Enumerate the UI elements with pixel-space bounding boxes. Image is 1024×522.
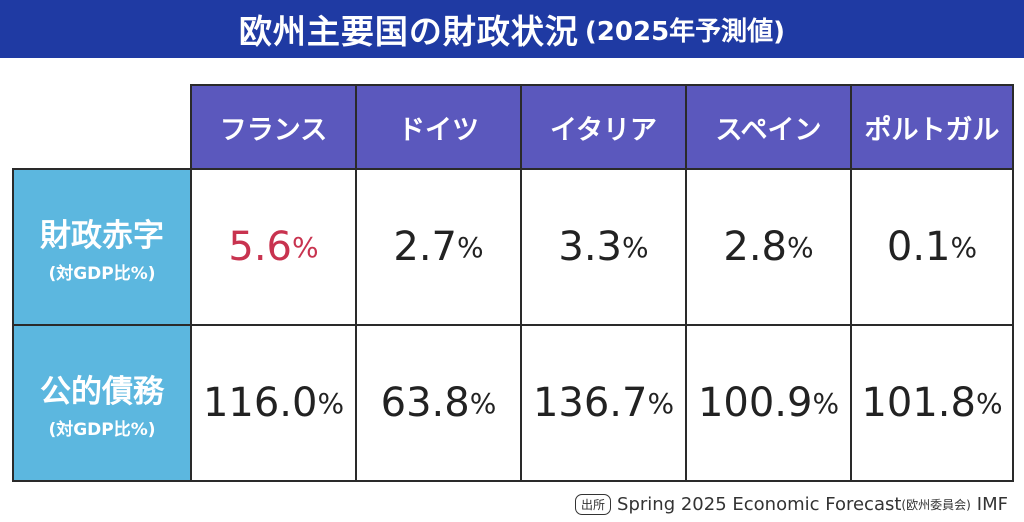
value-cell: 63.8% <box>355 324 520 480</box>
title-bar: 欧州主要国の財政状況 (2025年予測値) <box>0 0 1024 58</box>
row-sublabel: (対GDP比%) <box>48 264 156 284</box>
page-title: 欧州主要国の財政状況 <box>238 12 579 51</box>
value-unit: % <box>622 230 649 264</box>
source-note: (欧州委員会) <box>901 498 971 512</box>
row-label: 公的債務 <box>40 374 164 410</box>
table-corner <box>12 84 190 168</box>
value-unit: % <box>457 230 484 264</box>
column-header: ポルトガル <box>850 84 1012 168</box>
value-unit: % <box>975 386 1003 420</box>
row-sublabel: (対GDP比%) <box>48 420 156 440</box>
row-label: 財政赤字 <box>40 218 164 254</box>
value-unit: % <box>469 386 497 420</box>
value-number: 100.9 <box>697 380 813 426</box>
value-number: 3.3 <box>558 224 622 270</box>
value-cell: 0.1% <box>850 168 1012 324</box>
column-header: ドイツ <box>355 84 520 168</box>
value-cell: 101.8% <box>850 324 1012 480</box>
source-credit: 出所 Spring 2025 Economic Forecast (欧州委員会)… <box>575 494 1008 515</box>
value-unit: % <box>292 230 319 264</box>
value-unit: % <box>647 386 675 420</box>
source-text: Spring 2025 Economic Forecast <box>617 494 902 515</box>
row-header-deficit: 財政赤字 (対GDP比%) <box>12 168 190 324</box>
value-cell: 100.9% <box>685 324 850 480</box>
value-number: 101.8 <box>861 380 976 426</box>
column-header: スペイン <box>685 84 850 168</box>
value-cell: 116.0% <box>190 324 355 480</box>
value-number: 0.1 <box>886 224 951 270</box>
value-cell: 3.3% <box>520 168 685 324</box>
page-subtitle: (2025年予測値) <box>584 16 786 47</box>
column-header: イタリア <box>520 84 685 168</box>
source-tail: IMF <box>976 494 1008 515</box>
value-number: 2.8 <box>723 224 787 270</box>
column-header: フランス <box>190 84 355 168</box>
value-number: 116.0 <box>202 380 318 426</box>
value-number: 63.8 <box>380 380 470 426</box>
value-cell: 2.7% <box>355 168 520 324</box>
value-cell: 5.6% <box>190 168 355 324</box>
row-header-debt: 公的債務 (対GDP比%) <box>12 324 190 480</box>
value-unit: % <box>317 386 345 420</box>
fiscal-table: フランス ドイツ イタリア スペイン ポルトガル 財政赤字 (対GDP比%) 5… <box>12 84 1014 482</box>
value-number: 2.7 <box>393 224 457 270</box>
value-cell: 2.8% <box>685 168 850 324</box>
source-badge: 出所 <box>575 494 612 515</box>
value-unit: % <box>812 386 840 420</box>
value-unit: % <box>950 230 978 264</box>
value-number: 136.7 <box>532 380 648 426</box>
value-cell: 136.7% <box>520 324 685 480</box>
value-unit: % <box>787 230 814 264</box>
value-number: 5.6 <box>228 224 292 270</box>
